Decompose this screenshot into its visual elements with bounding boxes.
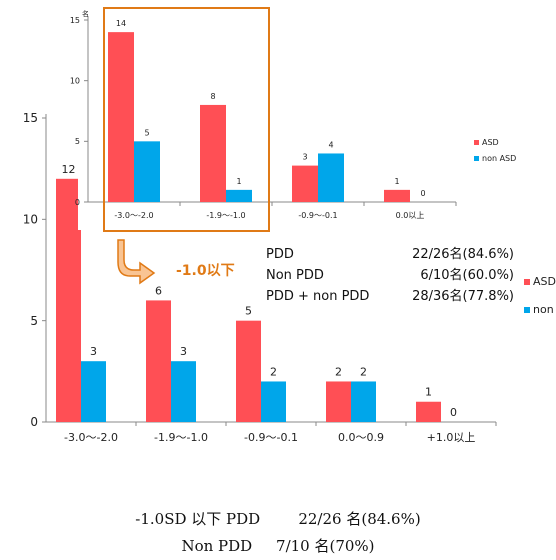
main-data-label-asd: 12 xyxy=(62,163,76,176)
main-chart: 051015123-3.0〜-2.063-1.9〜-1.052-0.9〜-0.1… xyxy=(23,111,497,444)
main-legend-label-asd: ASD xyxy=(533,275,556,288)
main-legend-label-non-asd: non ASD xyxy=(533,303,556,316)
inset-data-label-non-asd: 1 xyxy=(236,177,241,186)
caption-line-2: Non PDD 7/10 名(70%) xyxy=(181,537,375,555)
main-category-label: 0.0〜0.9 xyxy=(338,431,384,444)
main-bar-asd xyxy=(146,300,171,422)
inset-data-label-asd: 14 xyxy=(116,19,126,28)
main-bar-non-asd xyxy=(171,361,196,422)
main-data-label-non-asd: 2 xyxy=(270,365,277,378)
main-category-label: -3.0〜-2.0 xyxy=(64,431,118,444)
inset-y-unit: 名 xyxy=(82,9,89,18)
stat-label-non-pdd: Non PDD xyxy=(266,268,324,283)
main-bar-non-asd xyxy=(261,381,286,422)
inset-chart: 051015名145-3.0〜-2.081-1.9〜-1.034-0.9〜-0.… xyxy=(70,9,457,220)
main-category-label: -0.9〜-0.1 xyxy=(244,431,298,444)
main-data-label-non-asd: 2 xyxy=(360,365,367,378)
main-data-label-asd: 6 xyxy=(155,284,162,297)
main-category-label: +1.0以上 xyxy=(427,431,476,444)
main-data-label-asd: 5 xyxy=(245,305,252,318)
main-y-tick-label: 10 xyxy=(23,213,38,227)
main-bar-non-asd xyxy=(81,361,106,422)
inset-data-label-asd: 3 xyxy=(302,153,307,162)
inset-legend-label-non-asd: non ASD xyxy=(482,154,516,163)
inset-data-label-asd: 1 xyxy=(394,177,399,186)
main-data-label-asd: 1 xyxy=(425,386,432,399)
main-y-tick-label: 0 xyxy=(30,415,38,429)
inset-bar-non-asd xyxy=(226,189,252,202)
inset-bar-asd xyxy=(292,165,318,202)
highlight-label: -1.0以下 xyxy=(176,263,235,279)
inset-bar-non-asd xyxy=(318,153,344,202)
inset-data-label-non-asd: 0 xyxy=(420,189,425,198)
main-data-label-non-asd: 0 xyxy=(450,406,457,419)
inset-data-label-non-asd: 4 xyxy=(328,140,333,149)
main-bar-asd xyxy=(416,401,441,422)
inset-category-label: 0.0以上 xyxy=(396,211,425,220)
main-legend-swatch-non-asd xyxy=(524,307,530,313)
main-category-label: -1.9〜-1.0 xyxy=(154,431,208,444)
inset-legend-swatch-non-asd xyxy=(474,156,479,161)
main-bar-asd xyxy=(56,178,81,422)
inset-y-tick-label: 15 xyxy=(70,16,80,25)
main-y-tick-label: 5 xyxy=(30,314,38,328)
inset-y-tick-label: 10 xyxy=(70,76,80,85)
inset-highlight-box xyxy=(103,7,270,232)
stat-value-non-pdd: 6/10名(60.0%) xyxy=(420,267,514,283)
inset-y-tick-label: 5 xyxy=(75,137,80,146)
inset-data-label-non-asd: 5 xyxy=(144,128,149,137)
main-y-tick-label: 15 xyxy=(23,111,38,125)
stat-value-total: 28/36名(77.8%) xyxy=(412,288,514,304)
inset-legend: ASD non ASD xyxy=(474,138,516,163)
highlight-arrow xyxy=(117,239,156,285)
inset-category-label: -0.9〜-0.1 xyxy=(298,211,337,220)
main-legend-swatch-asd xyxy=(524,279,530,285)
inset-category-label: -3.0〜-2.0 xyxy=(114,211,153,220)
stats-block: PDD 22/26名(84.6%) Non PDD 6/10名(60.0%) P… xyxy=(266,246,514,304)
stat-value-pdd: 22/26名(84.6%) xyxy=(412,246,514,262)
inset-legend-swatch-asd xyxy=(474,140,479,145)
main-legend: ASD non ASD xyxy=(524,275,556,316)
caption-line-1: -1.0SD 以下 PDD 22/26 名(84.6%) xyxy=(135,510,421,528)
inset-bar-asd xyxy=(200,104,226,202)
main-bar-asd xyxy=(236,320,261,422)
inset-legend-label-asd: ASD xyxy=(482,138,499,147)
main-data-label-asd: 2 xyxy=(335,365,342,378)
main-bar-asd xyxy=(326,381,351,422)
inset-category-label: -1.9〜-1.0 xyxy=(206,211,245,220)
inset-bar-non-asd xyxy=(134,141,160,202)
stat-label-pdd: PDD xyxy=(266,247,294,262)
main-data-label-non-asd: 3 xyxy=(180,345,187,358)
main-data-label-non-asd: 3 xyxy=(90,345,97,358)
inset-y-tick-label: 0 xyxy=(75,198,80,207)
inset-bar-asd xyxy=(384,189,410,202)
inset-data-label-asd: 8 xyxy=(210,92,215,101)
main-bar-non-asd xyxy=(351,381,376,422)
stat-label-total: PDD + non PDD xyxy=(266,289,369,304)
inset-bar-asd xyxy=(108,32,134,203)
